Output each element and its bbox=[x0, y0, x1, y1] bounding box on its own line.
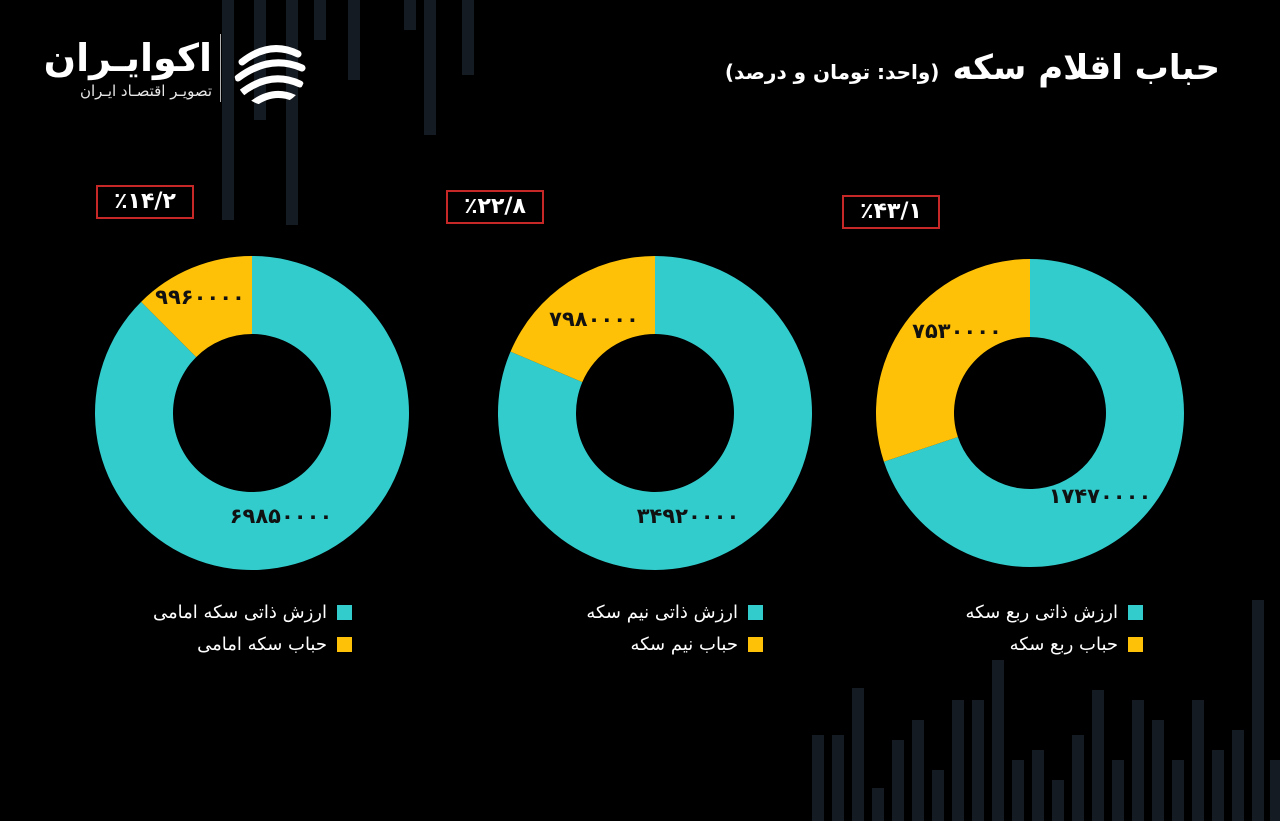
legend-item: ارزش ذاتی سکه امامی bbox=[153, 596, 352, 628]
legend-item: حباب سکه امامی bbox=[153, 628, 352, 660]
logo-mark-icon bbox=[234, 45, 306, 106]
donut-slice-intrinsic bbox=[95, 256, 409, 570]
data-label-intrinsic: ۱۷۴۷۰۰۰۰ bbox=[1049, 484, 1152, 508]
legend-swatch bbox=[337, 604, 352, 620]
donut-slice-intrinsic bbox=[498, 256, 813, 570]
decor-bar bbox=[812, 735, 824, 821]
donut-slice-intrinsic bbox=[883, 259, 1184, 567]
data-label-bubble: ۹۹۶۰۰۰۰ bbox=[155, 285, 245, 309]
decor-bar bbox=[1172, 760, 1184, 821]
legend-label: حباب سکه امامی bbox=[197, 633, 327, 655]
bubble-percent-box: ٪۲۲/۸ bbox=[446, 190, 544, 224]
legend-label: حباب ربع سکه bbox=[1009, 633, 1118, 655]
decor-bar bbox=[424, 0, 436, 135]
legend-label: ارزش ذاتی سکه امامی bbox=[153, 601, 327, 623]
data-label-bubble: ۷۹۸۰۰۰۰ bbox=[549, 307, 639, 331]
decor-bar bbox=[1092, 690, 1104, 821]
bubble-percent-box: ٪۴۳/۱ bbox=[842, 195, 940, 229]
decor-bar bbox=[1192, 700, 1204, 821]
decor-bar bbox=[1232, 730, 1244, 821]
page-subtitle: (واحد: تومان و درصد) bbox=[724, 60, 940, 84]
logo-tagline: تصویـر اقتصـاد ایـران bbox=[79, 82, 212, 100]
legend-swatch bbox=[748, 604, 763, 620]
logo-divider bbox=[220, 34, 221, 102]
chart-legend: ارزش ذاتی نیم سکه حباب نیم سکه bbox=[586, 596, 763, 660]
decor-bar bbox=[992, 660, 1004, 821]
decor-bar bbox=[1132, 700, 1144, 821]
decor-bar bbox=[1252, 600, 1264, 821]
decor-bar bbox=[832, 735, 844, 821]
data-label-bubble: ۷۵۳۰۰۰۰ bbox=[912, 319, 1002, 343]
legend-label: ارزش ذاتی ربع سکه bbox=[965, 601, 1118, 623]
legend-item: ارزش ذاتی ربع سکه bbox=[965, 596, 1143, 628]
decor-bar bbox=[314, 0, 326, 40]
chart-title-block: حباب اقلام سکه (واحد: تومان و درصد) bbox=[725, 48, 1220, 88]
donut-slice-bubble bbox=[876, 259, 1030, 462]
data-label-intrinsic: ۶۹۸۵۰۰۰۰ bbox=[230, 504, 333, 528]
brand-logo: اکوایـران تصویـر اقتصـاد ایـران bbox=[43, 30, 320, 110]
legend-label: ارزش ذاتی نیم سکه bbox=[586, 601, 738, 623]
decor-bar bbox=[1112, 760, 1124, 821]
chart-legend: ارزش ذاتی سکه امامی حباب سکه امامی bbox=[153, 596, 352, 660]
legend-swatch bbox=[748, 636, 763, 652]
decor-bar bbox=[932, 770, 944, 821]
decor-bar bbox=[1032, 750, 1044, 821]
decor-bar bbox=[972, 700, 984, 821]
decor-bar bbox=[1052, 780, 1064, 821]
decor-bar bbox=[872, 788, 884, 821]
data-label-intrinsic: ۳۴۹۲۰۰۰۰ bbox=[637, 504, 740, 528]
decor-bar bbox=[254, 0, 266, 120]
legend-item: ارزش ذاتی نیم سکه bbox=[586, 596, 763, 628]
decor-bar bbox=[404, 0, 416, 30]
decor-bar bbox=[1212, 750, 1224, 821]
legend-swatch bbox=[1128, 636, 1143, 652]
bubble-percent-box: ٪۱۴/۲ bbox=[96, 185, 194, 219]
decor-bar bbox=[892, 740, 904, 821]
decor-bar bbox=[912, 720, 924, 821]
decor-bar bbox=[222, 0, 234, 220]
decor-bar bbox=[1270, 760, 1280, 821]
decor-bar bbox=[1012, 760, 1024, 821]
logo-name: اکوایـران bbox=[43, 36, 212, 80]
legend-label: حباب نیم سکه bbox=[630, 633, 738, 655]
decor-bar bbox=[348, 0, 360, 80]
decor-bar bbox=[952, 700, 964, 821]
legend-item: حباب نیم سکه bbox=[586, 628, 763, 660]
legend-item: حباب ربع سکه bbox=[965, 628, 1143, 660]
donut-slice-bubble bbox=[141, 256, 252, 358]
decor-bar bbox=[1152, 720, 1164, 821]
donut-slice-bubble bbox=[510, 256, 655, 383]
decor-bar bbox=[1072, 735, 1084, 821]
legend-swatch bbox=[1128, 604, 1143, 620]
legend-swatch bbox=[337, 636, 352, 652]
chart-legend: ارزش ذاتی ربع سکه حباب ربع سکه bbox=[965, 596, 1143, 660]
decor-bar bbox=[852, 688, 864, 821]
page-title: حباب اقلام سکه bbox=[952, 48, 1220, 88]
decor-bar bbox=[462, 0, 474, 75]
